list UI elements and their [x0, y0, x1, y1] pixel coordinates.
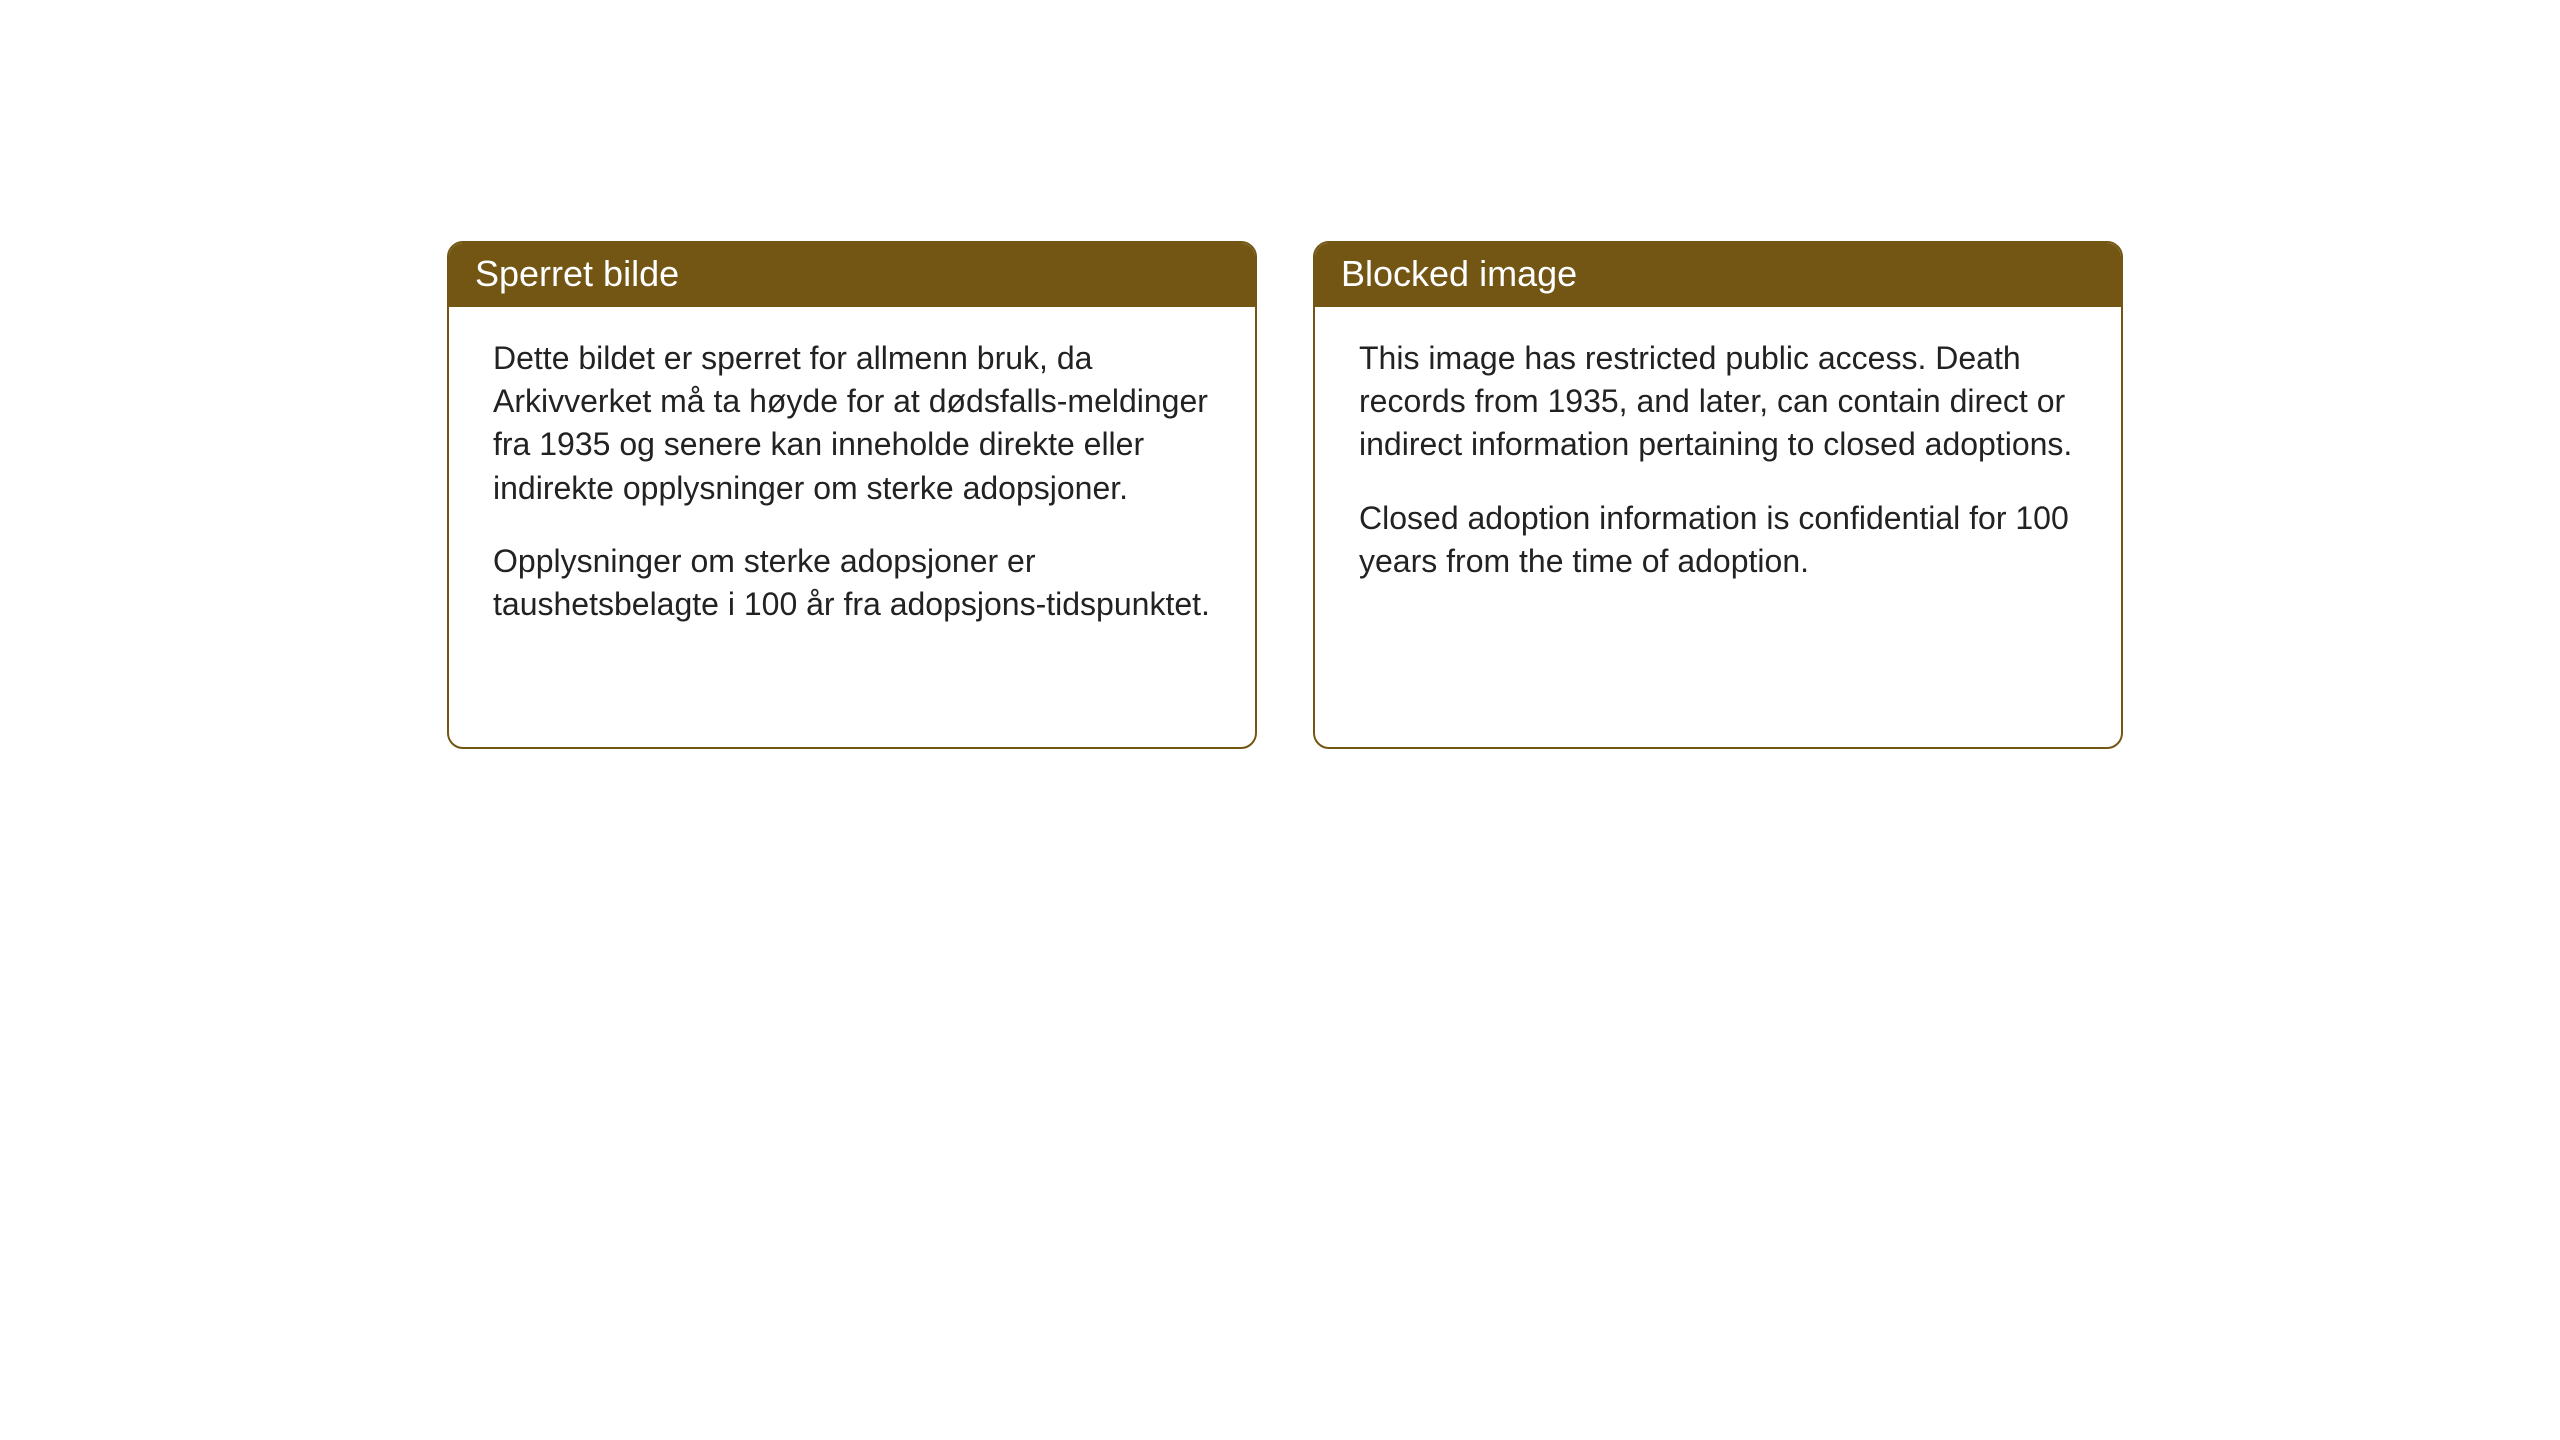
norwegian-card-title: Sperret bilde [475, 253, 679, 294]
norwegian-paragraph-2: Opplysninger om sterke adopsjoner er tau… [493, 540, 1211, 626]
norwegian-paragraph-1: Dette bildet er sperret for allmenn bruk… [493, 337, 1211, 510]
english-card: Blocked image This image has restricted … [1313, 241, 2123, 749]
english-paragraph-2: Closed adoption information is confident… [1359, 497, 2077, 583]
norwegian-card-header: Sperret bilde [449, 243, 1255, 307]
english-card-body: This image has restricted public access.… [1315, 307, 2121, 747]
norwegian-card: Sperret bilde Dette bildet er sperret fo… [447, 241, 1257, 749]
norwegian-card-body: Dette bildet er sperret for allmenn bruk… [449, 307, 1255, 747]
english-paragraph-1: This image has restricted public access.… [1359, 337, 2077, 467]
english-card-header: Blocked image [1315, 243, 2121, 307]
cards-container: Sperret bilde Dette bildet er sperret fo… [0, 0, 2560, 749]
english-card-title: Blocked image [1341, 253, 1577, 294]
